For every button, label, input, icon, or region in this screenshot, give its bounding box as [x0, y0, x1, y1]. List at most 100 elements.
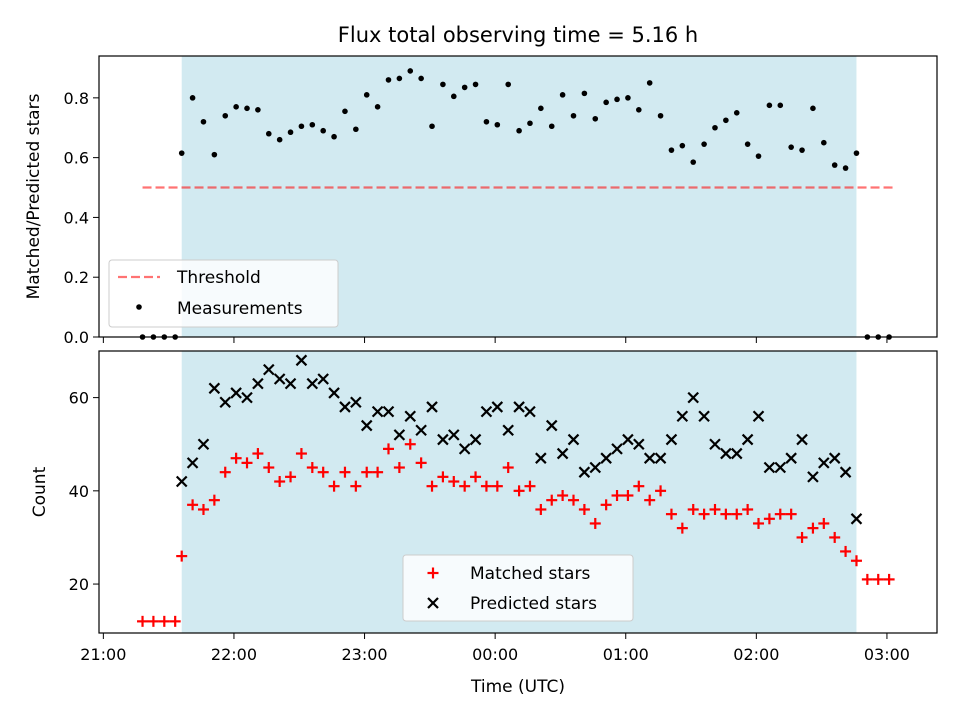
matched-star-point [829, 531, 841, 543]
measurement-point [461, 84, 468, 91]
legend-predicted-label: Predicted stars [470, 594, 597, 614]
measurement-point [233, 104, 239, 110]
matched-star-point [426, 480, 438, 492]
chart-title: Flux total observing time = 5.16 h [338, 23, 698, 47]
matched-star-point [665, 508, 677, 520]
measurement-point [799, 147, 805, 153]
legend-measurements-label: Measurements [177, 299, 303, 319]
predicted-star-point [317, 373, 329, 385]
predicted-star-point [393, 429, 406, 441]
matched-star-point [731, 508, 743, 520]
measurement-point [657, 112, 664, 119]
matched-star-point [524, 480, 536, 492]
matched-star-point [644, 494, 656, 506]
matched-star-point [589, 517, 601, 529]
bottom-axes-frame [98, 350, 938, 634]
predicted-star-point [622, 433, 634, 446]
top-y-axis-label: Matched/Predicted stars [24, 93, 44, 299]
x-tick-label: 03:00 [864, 645, 910, 664]
measurement-point [548, 123, 555, 130]
x-tick-label: 00:00 [472, 645, 518, 664]
measurement-point [309, 121, 316, 128]
measurement-points [139, 68, 892, 340]
matched-star-point [361, 466, 373, 478]
predicted-star-point [513, 401, 525, 413]
predicted-star-point [350, 396, 362, 409]
y-tick-label: 0.0 [64, 328, 89, 347]
measurement-point [331, 133, 337, 140]
legend-x-marker [427, 597, 439, 609]
matched-star-point [687, 503, 699, 515]
predicted-star-point [524, 405, 536, 418]
matched-star-point [720, 508, 732, 520]
matched-star-point [861, 573, 873, 585]
measurement-point [690, 159, 697, 165]
measurement-point [189, 95, 196, 101]
measurement-point [374, 104, 381, 110]
predicted-star-point [807, 471, 819, 483]
predicted-star-point [208, 382, 221, 395]
measurement-point [842, 165, 849, 171]
legend-plus-marker [427, 567, 439, 579]
measurement-point [363, 92, 370, 98]
top-axes-frame [98, 55, 938, 338]
measurement-point [276, 136, 283, 143]
predicted-star-point [600, 452, 612, 464]
bottom-y-axis-label: Count [30, 466, 50, 517]
predicted-star-point [709, 438, 721, 451]
matched-star-point [274, 476, 286, 488]
predicted-star-point [633, 438, 645, 451]
legend-threshold-label: Threshold [176, 268, 261, 288]
matched-star-point [339, 466, 351, 478]
predicted-star-point [371, 405, 384, 418]
measurement-point [646, 80, 653, 86]
predicted-star-point [502, 424, 514, 437]
predicted-star-point [273, 373, 286, 385]
predicted-star-point [611, 443, 623, 455]
measurement-point [559, 92, 566, 98]
matched-star-point [513, 485, 525, 497]
matched-star-point [676, 522, 688, 534]
measurement-point [353, 126, 359, 133]
measurement-point [255, 107, 261, 113]
matched-star-point [709, 503, 721, 515]
matched-star-point [448, 476, 460, 488]
matched-star-point [230, 452, 242, 464]
predicted-star-point [567, 433, 580, 446]
matched-star-point [774, 508, 786, 520]
predicted-star-point [545, 419, 558, 432]
y-tick-label: 0.4 [64, 208, 89, 227]
matched-star-point [382, 443, 394, 455]
matched-star-point [219, 466, 231, 478]
matched-star-point [600, 499, 612, 511]
predicted-star-point [698, 410, 710, 423]
predicted-star-point [818, 457, 830, 469]
predicted-star-point [382, 405, 395, 418]
y-tick-label: 20 [69, 575, 89, 594]
bottom-panel: 20 40 60 21:00 22:00 23:00 00:00 01:00 02:00 03:… [30, 350, 938, 697]
measurement-point [614, 96, 620, 103]
y-tick-label: 60 [69, 389, 89, 408]
matched-star-point [850, 555, 862, 567]
matched-star-point [546, 494, 558, 506]
measurement-point [538, 105, 544, 112]
measurement-point [178, 150, 185, 156]
top-legend: Threshold Measurements [108, 259, 339, 328]
predicted-star-point [295, 354, 308, 367]
measurement-point [777, 102, 784, 109]
predicted-star-point [415, 424, 427, 437]
matched-star-point [169, 615, 181, 627]
legend-matched-label: Matched stars [470, 564, 590, 584]
matched-star-point [807, 522, 819, 534]
measurement-point [733, 109, 740, 116]
measurement-point [298, 123, 305, 130]
matched-star-point [404, 438, 416, 450]
bottom-legend-box [402, 554, 634, 622]
measurement-point [450, 93, 457, 100]
predicted-star-point [763, 461, 776, 474]
x-tick-label: 22:00 [211, 645, 257, 664]
bottom-x-ticks: 21:00 22:00 23:00 00:00 01:00 02:00 03:00 [80, 633, 910, 664]
y-tick-label: 40 [69, 482, 89, 501]
x-tick-label: 23:00 [341, 645, 387, 664]
legend-measurements-swatch [136, 304, 142, 310]
